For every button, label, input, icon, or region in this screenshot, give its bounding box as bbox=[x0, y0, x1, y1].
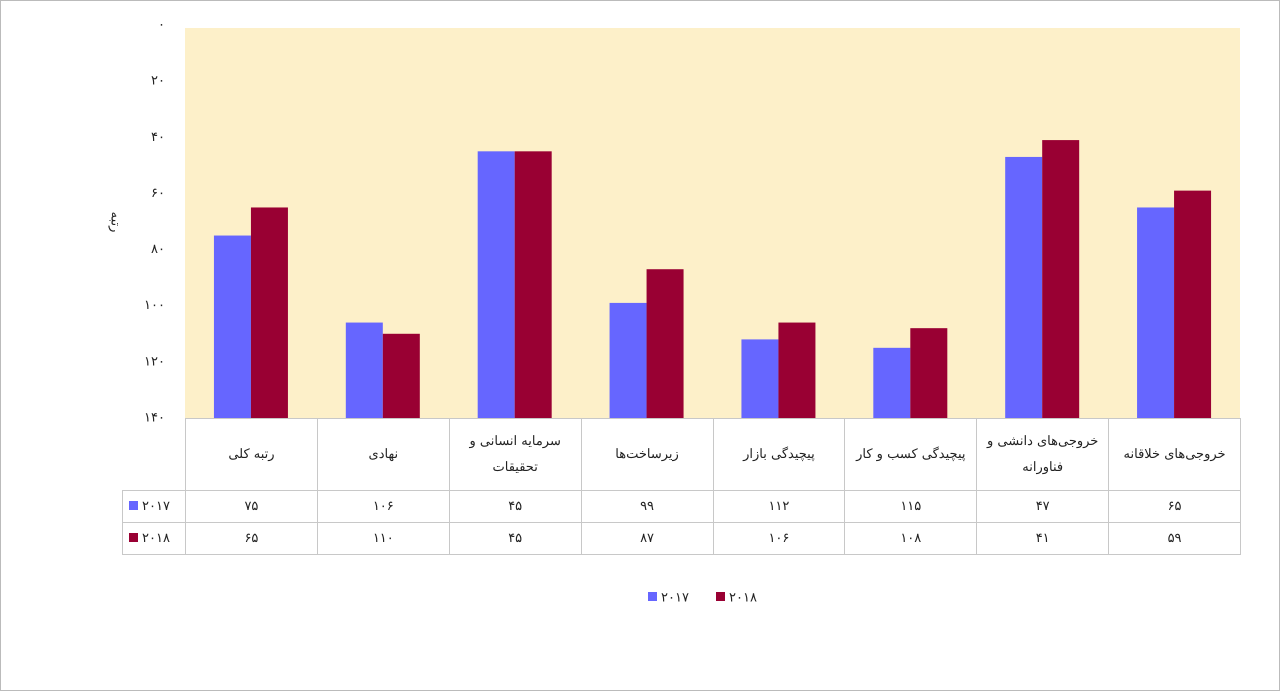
bar bbox=[778, 322, 816, 418]
plot-area bbox=[185, 28, 1240, 418]
category-label: نهادی bbox=[316, 418, 450, 491]
bar bbox=[741, 339, 779, 418]
value-label: ۸۷ bbox=[580, 522, 714, 555]
row-legend: ۲۰۱۷ bbox=[122, 490, 186, 523]
legend-label: ۲۰۱۸ bbox=[142, 530, 170, 546]
value-label: ۱۱۵ bbox=[844, 490, 978, 523]
value-label: ۶۵ bbox=[185, 522, 318, 555]
value-label: ۹۹ bbox=[580, 490, 714, 523]
legend-swatch bbox=[129, 532, 138, 542]
category-label: پیچیدگی بازار bbox=[712, 418, 846, 491]
bar bbox=[1137, 207, 1175, 418]
bar bbox=[382, 333, 420, 418]
y-axis-title: رتبه bbox=[108, 212, 123, 233]
y-tick-label: ۴۰ bbox=[151, 130, 165, 145]
bar bbox=[1174, 190, 1212, 418]
value-label: ۱۰۶ bbox=[316, 490, 450, 523]
value-label: ۴۷ bbox=[976, 490, 1110, 523]
category-label: زیرساخت‌ها bbox=[580, 418, 714, 491]
value-label: ۱۰۶ bbox=[712, 522, 846, 555]
bar bbox=[213, 235, 251, 418]
value-label: ۱۱۰ bbox=[316, 522, 450, 555]
category-label: پیچیدگی کسب و کار bbox=[844, 418, 978, 491]
legend-label: ۲۰۱۷ bbox=[142, 498, 170, 514]
bar bbox=[514, 151, 552, 419]
legend-swatch bbox=[648, 592, 657, 601]
category-label: خروجی‌های دانشی و فناورانه bbox=[976, 418, 1110, 491]
value-label: ۶۵ bbox=[1108, 490, 1241, 523]
category-label: خروجی‌های خلاقانه bbox=[1108, 418, 1241, 491]
table-row: ۲۰۱۷ ۷۵ ۱۰۶ ۴۵ ۹۹ ۱۱۲ ۱۱۵ ۴۷ ۶۵ bbox=[122, 490, 1241, 523]
y-tick-label: ۲۰ bbox=[151, 74, 165, 89]
value-label: ۱۰۸ bbox=[844, 522, 978, 555]
y-tick-label: ۸۰ bbox=[151, 242, 165, 257]
value-label: ۴۵ bbox=[448, 522, 582, 555]
y-tick-label: ۰ bbox=[158, 18, 165, 33]
value-label: ۷۵ bbox=[185, 490, 318, 523]
bar bbox=[477, 151, 515, 419]
value-label: ۵۹ bbox=[1108, 522, 1241, 555]
table-corner bbox=[123, 419, 186, 491]
value-label: ۴۵ bbox=[448, 490, 582, 523]
bar bbox=[1005, 156, 1043, 418]
bar bbox=[910, 328, 948, 418]
bar bbox=[250, 207, 288, 418]
category-label: رتبه کلی bbox=[185, 418, 318, 491]
y-tick-label: ۱۲۰ bbox=[144, 354, 165, 369]
bar bbox=[873, 347, 911, 418]
value-label: ۱۱۲ bbox=[712, 490, 846, 523]
bar bbox=[646, 269, 684, 418]
legend-label: ۲۰۱۷ bbox=[661, 591, 689, 606]
data-table: رتبه کلی نهادی سرمایه انسانی و تحقیقات زیرس… bbox=[122, 418, 1241, 555]
y-tick-label: ۱۴۰ bbox=[144, 411, 165, 426]
bar bbox=[1042, 140, 1080, 419]
y-tick-label: ۶۰ bbox=[151, 186, 165, 201]
bar bbox=[609, 302, 647, 418]
value-label: ۴۱ bbox=[976, 522, 1110, 555]
y-tick-label: ۱۰۰ bbox=[144, 298, 165, 313]
legend-swatch bbox=[129, 500, 138, 510]
table-row: ۲۰۱۸ ۶۵ ۱۱۰ ۴۵ ۸۷ ۱۰۶ ۱۰۸ ۴۱ ۵۹ bbox=[122, 522, 1241, 555]
row-legend: ۲۰۱۸ bbox=[122, 522, 186, 555]
bar bbox=[345, 322, 383, 418]
legend-swatch bbox=[716, 592, 725, 601]
legend-label: ۲۰۱۸ bbox=[729, 591, 757, 606]
category-label: سرمایه انسانی و تحقیقات bbox=[448, 418, 582, 491]
table-header-row: رتبه کلی نهادی سرمایه انسانی و تحقیقات زیرس… bbox=[123, 418, 1241, 491]
